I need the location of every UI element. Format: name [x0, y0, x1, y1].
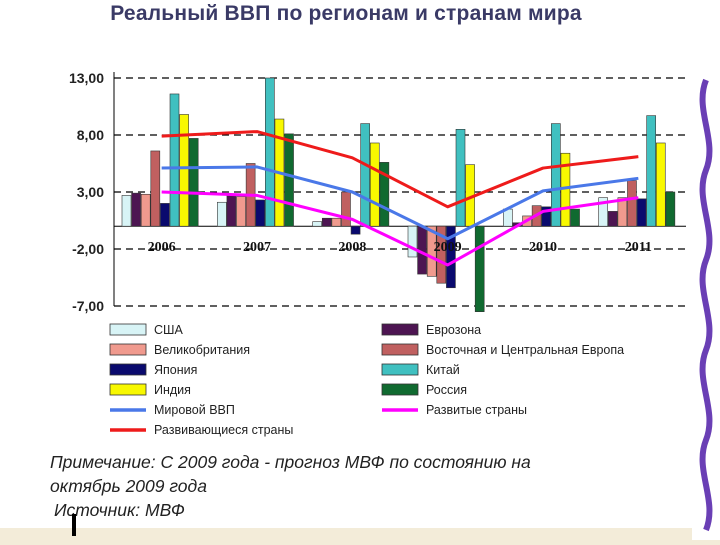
legend-label: Китай [426, 363, 460, 377]
bar [121, 195, 132, 227]
legend-swatch [381, 323, 419, 336]
bar [646, 115, 656, 227]
bar [627, 180, 637, 227]
bar [321, 217, 332, 227]
legend-label: США [154, 323, 183, 337]
legend-swatch [381, 343, 419, 356]
legend-label: Япония [154, 363, 197, 377]
bar [131, 192, 141, 227]
bar [217, 201, 227, 227]
legend-swatch [109, 323, 147, 336]
legend-label: Восточная и Центральная Европа [426, 343, 624, 357]
bar [360, 123, 370, 227]
bar [474, 225, 485, 312]
bar [331, 217, 342, 227]
bar [407, 225, 418, 258]
legend-swatch [381, 383, 419, 396]
legend-label: Развитые страны [426, 403, 527, 417]
bar [570, 208, 580, 227]
x-category-label: 2011 [625, 240, 652, 255]
y-tick-label: -7,00 [72, 298, 104, 314]
y-tick-label: 3,00 [77, 184, 104, 200]
bar [312, 221, 322, 227]
bar [607, 211, 618, 227]
bar [665, 191, 676, 227]
bar [179, 114, 189, 227]
bar [655, 142, 666, 227]
x-category-label: 2006 [148, 240, 176, 255]
bar [455, 129, 466, 227]
bar [426, 225, 437, 277]
bar [436, 225, 447, 284]
bar [379, 162, 390, 227]
series-line [161, 165, 639, 241]
series-line [161, 190, 639, 267]
note-line-2: октябрь 2009 года [50, 476, 207, 496]
bar [551, 123, 561, 227]
legend-label: Великобритания [154, 343, 250, 357]
bar [446, 225, 456, 289]
x-category-label: 2007 [243, 240, 271, 255]
legend-label: Еврозона [426, 323, 481, 337]
bar [369, 142, 380, 227]
bar [169, 93, 180, 227]
y-tick-label: 13,00 [69, 70, 104, 86]
bar [350, 225, 361, 235]
source-marker [72, 514, 76, 536]
legend-swatch [109, 363, 147, 376]
legend-swatch [109, 343, 147, 356]
x-category-label: 2008 [338, 240, 366, 255]
bar [140, 193, 151, 227]
y-tick-label: -2,00 [72, 241, 104, 257]
bar [598, 197, 608, 227]
legend-swatch [381, 363, 419, 376]
bar [265, 77, 275, 227]
bar [541, 206, 552, 227]
bar [188, 138, 199, 227]
x-category-label: 2010 [529, 240, 557, 255]
legend-swatch [109, 383, 147, 396]
wave-decoration-icon [699, 78, 713, 532]
legend-label: Россия [426, 383, 467, 397]
note-line-1: Примечание: С 2009 года - прогноз МВФ по… [50, 452, 531, 472]
series-line [161, 130, 639, 209]
slide-frame [0, 0, 692, 528]
bar [284, 133, 294, 227]
legend-label: Индия [154, 383, 191, 397]
bar [226, 195, 237, 227]
bar [341, 191, 351, 227]
wave-decoration [692, 0, 720, 540]
x-category-label: 2009 [434, 240, 462, 255]
legend-label: Мировой ВВП [154, 403, 235, 417]
y-tick-label: 8,00 [77, 127, 104, 143]
bar [255, 199, 266, 227]
bar [150, 150, 161, 227]
bar [617, 197, 628, 227]
source-line: Источник: МВФ [54, 500, 185, 520]
bar [236, 196, 246, 227]
slide-title: Реальный ВВП по регионам и странам мира [110, 2, 582, 25]
bar [636, 198, 647, 227]
bar [160, 203, 170, 227]
legend-label: Развивающиеся страны [154, 423, 293, 437]
